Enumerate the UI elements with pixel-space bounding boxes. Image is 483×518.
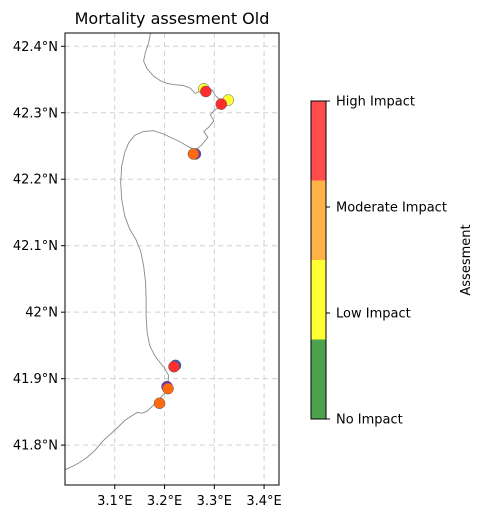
y-tick-label-1: 41.9°N	[13, 372, 58, 387]
y-tick-labels: 41.8°N 41.9°N 42°N 42.1°N 42.2°N 42.3°N 42.4°N	[13, 40, 65, 454]
impact-point-3	[215, 98, 228, 110]
impact-points	[153, 83, 234, 409]
coastline	[64, 32, 227, 471]
map-title: Mortality assesment Old	[75, 9, 270, 28]
colorbar-tick-label-1: Low Impact	[336, 307, 411, 322]
x-tick-label-0: 3.1°E	[97, 494, 132, 509]
colorbar-frame	[310, 100, 327, 420]
colorbar-bands	[311, 101, 326, 419]
plot-background	[65, 33, 279, 485]
x-tick-label-3: 3.4°E	[246, 494, 281, 509]
plot-area: 3.1°E 3.2°E 3.3°E 3.4°E 41.8°N 41.9°N 42°N 42.…	[13, 32, 282, 509]
colorbar-band-2	[311, 180, 326, 260]
y-tick-label-5: 42.3°N	[13, 106, 58, 121]
colorbar-tick-label-3: High Impact	[336, 95, 415, 110]
y-tick-label-2: 42°N	[25, 306, 58, 321]
y-tick-label-4: 42.2°N	[13, 173, 58, 188]
impact-point-7	[168, 360, 180, 373]
plot-border	[64, 32, 280, 486]
y-tick-label-3: 42.1°N	[13, 239, 58, 254]
colorbar-label: Assesment	[459, 224, 474, 295]
colorbar: No Impact Low Impact Moderate Impact High I…	[310, 95, 474, 428]
colorbar-band-0	[311, 339, 326, 419]
colorbar-ticks: No Impact Low Impact Moderate Impact High I…	[326, 95, 447, 428]
impact-point-9	[162, 382, 174, 395]
x-tick-label-1: 3.2°E	[147, 494, 182, 509]
colorbar-tick-label-2: Moderate Impact	[336, 201, 447, 216]
colorbar-band-1	[311, 260, 326, 340]
x-tick-labels: 3.1°E 3.2°E 3.3°E 3.4°E	[97, 485, 282, 509]
colorbar-tick-label-0: No Impact	[336, 413, 403, 428]
impact-point-5	[187, 148, 200, 160]
y-tick-label-6: 42.4°N	[13, 40, 58, 55]
x-tick-label-2: 3.3°E	[197, 494, 232, 509]
gridlines	[65, 33, 279, 485]
impact-point-1	[200, 85, 212, 98]
y-tick-label-0: 41.8°N	[13, 439, 58, 454]
impact-point-10	[153, 397, 166, 409]
colorbar-band-3	[311, 101, 326, 181]
